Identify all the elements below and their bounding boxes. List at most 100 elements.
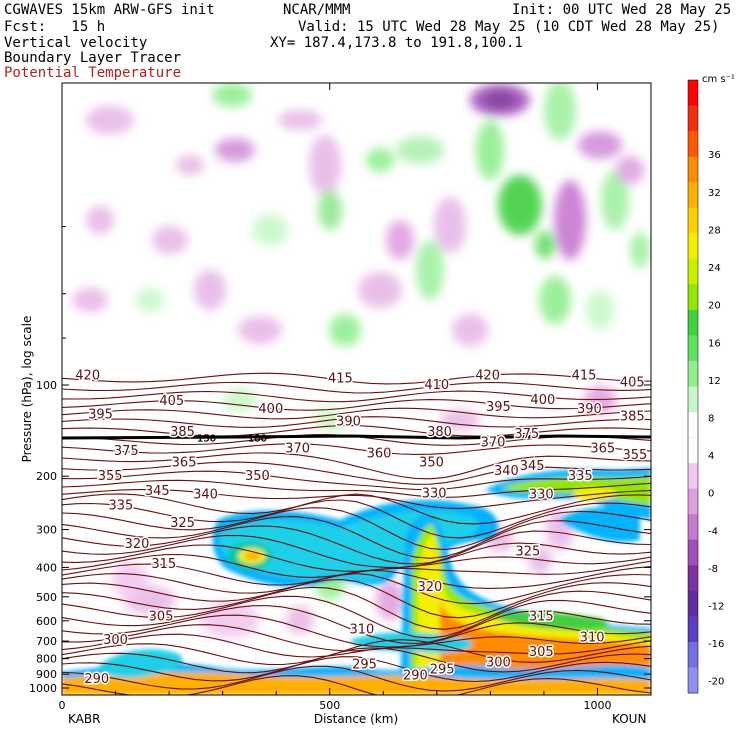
y-tick-label: 700 <box>36 635 57 648</box>
theta-label: 300 <box>484 654 512 672</box>
colorbar-swatch <box>688 386 698 413</box>
theta-contour <box>62 579 651 619</box>
theta-label-text: 420 <box>475 368 500 383</box>
theta-label: 295 <box>428 661 456 679</box>
theta-label-text: 340 <box>494 464 519 479</box>
x-tick-label: 0 <box>59 699 66 712</box>
theta-label: 330 <box>420 485 448 503</box>
y-tick-label: 500 <box>36 591 57 604</box>
theta-label-text: 385 <box>620 409 645 424</box>
y-tick-label: 900 <box>36 668 57 681</box>
field-potential-temperature: Potential Temperature <box>4 65 182 81</box>
theta-label: 405 <box>158 393 186 411</box>
theta-label-text: 395 <box>88 407 113 422</box>
valid-time: Valid: 15 UTC Wed 28 May 25 (10 CDT Wed … <box>298 19 720 35</box>
theta-label: 315 <box>527 608 555 626</box>
colorbar-swatch <box>688 616 698 643</box>
left-endpoint-label: KABR <box>68 712 100 726</box>
theta-label-text: 390 <box>577 402 602 417</box>
theta-label: 310 <box>348 621 376 639</box>
theta-contour <box>62 416 651 428</box>
theta-contour <box>62 534 651 568</box>
theta-contour <box>62 647 651 674</box>
colorbar-tick-label: 0 <box>708 489 714 500</box>
theta-label-text: 340 <box>193 488 218 503</box>
colorbar-swatch <box>688 156 698 183</box>
theta-label: 375 <box>513 425 541 443</box>
theta-contour <box>62 399 651 411</box>
init-time: Init: 00 UTC Wed 28 May 25 <box>512 2 732 18</box>
theta-label: 330 <box>527 486 555 504</box>
x-tick-label: 500 <box>319 699 340 712</box>
theta-label-text: 410 <box>424 378 449 393</box>
theta-label-text: 330 <box>422 486 447 501</box>
x-tick-label: 1000 <box>583 699 611 712</box>
theta-contour <box>62 381 651 394</box>
theta-label-text: 415 <box>328 371 353 386</box>
theta-contour <box>62 507 651 551</box>
colorbar-swatch <box>688 309 698 336</box>
x-axis: 0 500 1000 <box>59 83 611 712</box>
theta-contour <box>62 479 651 498</box>
theta-contour <box>62 407 651 420</box>
colorbar-swatch <box>688 565 698 592</box>
theta-contour <box>62 470 651 491</box>
theta-label: 350 <box>244 468 272 486</box>
colorbar-tick-label: -4 <box>708 526 718 537</box>
theta-label-text: 400 <box>530 393 555 408</box>
theta-contour <box>62 452 651 480</box>
theta-label-text: 320 <box>125 537 150 552</box>
theta-label: 420 <box>474 367 502 385</box>
tropopause-line <box>62 434 651 440</box>
theta-label: 345 <box>143 483 171 501</box>
theta-label: 355 <box>621 446 649 464</box>
theta-label: 320 <box>123 536 151 554</box>
colorbar-tick-label: 12 <box>708 376 721 387</box>
tropopause-label: 150 <box>197 433 216 444</box>
theta-label-text: 335 <box>568 469 593 484</box>
theta-contour <box>62 488 651 510</box>
field-boundary-layer-tracer: Boundary Layer Tracer <box>4 50 182 66</box>
theta-contour <box>62 461 651 485</box>
theta-contour <box>62 614 651 648</box>
theta-label-text: 330 <box>529 488 554 503</box>
theta-label: 350 <box>418 454 446 472</box>
theta-label: 300 <box>102 632 130 650</box>
colorbar-tick-label: 8 <box>708 413 714 424</box>
colorbar-tick-label: -8 <box>708 564 718 575</box>
colorbar-tick-label: -16 <box>708 639 724 650</box>
theta-label-text: 325 <box>170 516 195 531</box>
theta-label: 395 <box>87 406 115 424</box>
theta-contour <box>62 586 651 630</box>
theta-contour <box>62 665 651 692</box>
theta-label: 335 <box>107 497 135 515</box>
theta-label: 415 <box>570 367 598 385</box>
theta-label-text: 345 <box>145 484 170 499</box>
colorbar-swatch <box>688 284 698 311</box>
theta-label-text: 420 <box>75 368 100 383</box>
theta-label: 340 <box>192 486 220 504</box>
cross-section-endpoints: XY= 187.4,173.8 to 191.8,100.1 <box>270 35 523 51</box>
colorbar-swatch <box>688 360 698 387</box>
theta-label-text: 335 <box>108 499 133 514</box>
colorbar-swatch <box>688 105 698 132</box>
theta-label-text: 405 <box>620 375 645 390</box>
colorbar-tick-label: 20 <box>708 301 721 312</box>
theta-label-text: 310 <box>349 622 374 637</box>
theta-label: 340 <box>493 462 521 480</box>
theta-contour <box>62 675 651 695</box>
theta-label: 355 <box>96 468 124 486</box>
theta-contour <box>62 424 651 437</box>
colorbar-swatch <box>688 182 698 209</box>
potential-temperature-labels: 420 415 420 415 405 410 405 400 400 395 395 390 390 3… <box>74 367 649 689</box>
theta-label: 345 <box>518 457 546 475</box>
right-endpoint-label: KOUN <box>612 712 646 726</box>
field-vertical-velocity: Vertical velocity <box>4 35 148 51</box>
theta-label: 395 <box>484 398 512 416</box>
theta-label: 420 <box>74 367 102 385</box>
theta-label-text: 300 <box>486 656 511 671</box>
theta-label-text: 320 <box>417 580 442 595</box>
theta-label-text: 325 <box>515 545 540 560</box>
theta-label-text: 365 <box>172 455 197 470</box>
